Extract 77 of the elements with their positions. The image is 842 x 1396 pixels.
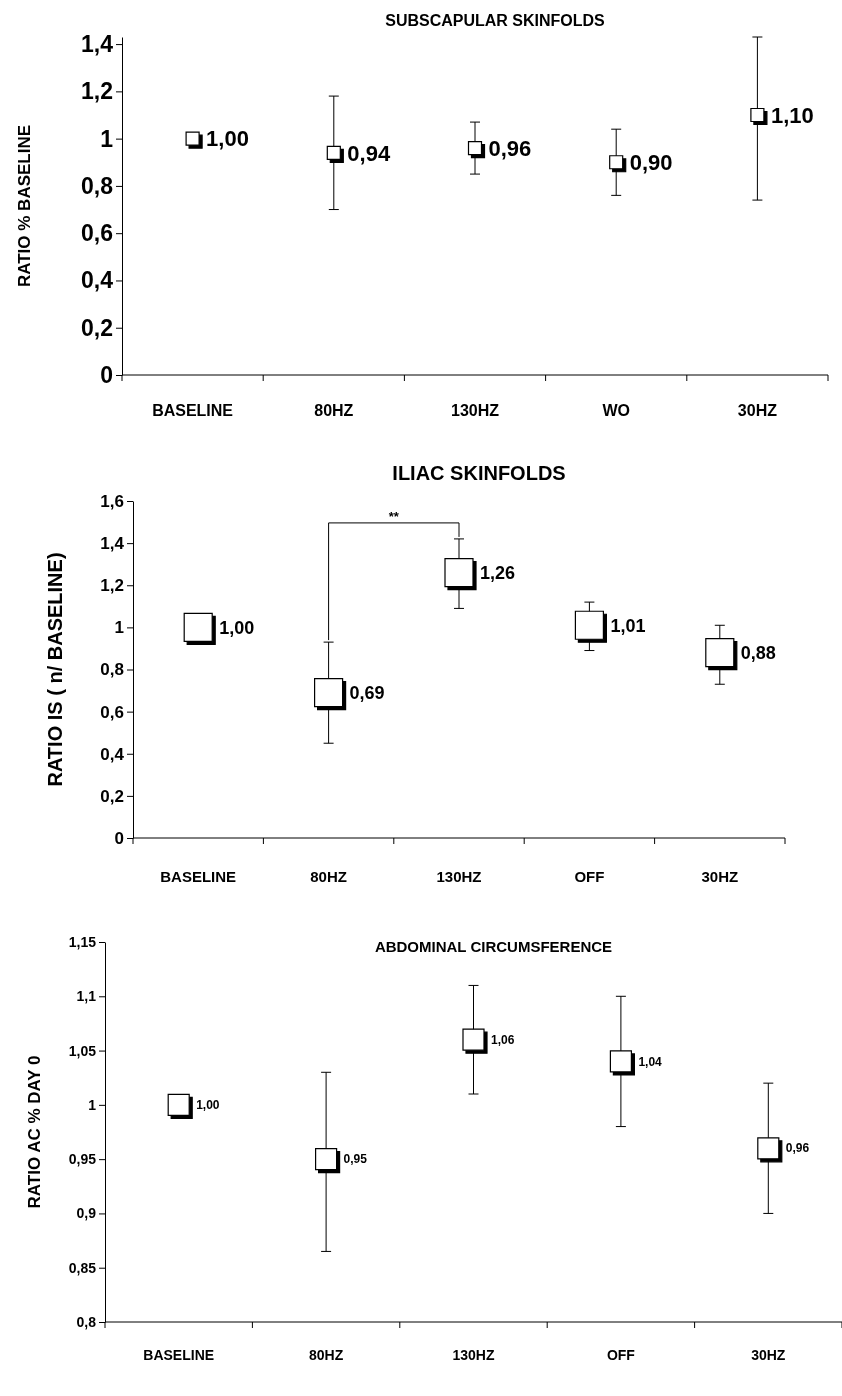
x-tick-label: WO (602, 402, 630, 419)
y-tick-label: 0,6 (81, 220, 113, 247)
data-label: 0,96 (785, 1141, 810, 1156)
point (185, 131, 200, 146)
point (757, 1137, 780, 1160)
x-tick-label: 30HZ (701, 868, 739, 885)
data-label: 0,69 (349, 682, 385, 703)
y-tick-label: 0,2 (81, 314, 113, 341)
x-tick-label: BASELINE (152, 402, 234, 419)
y-tick-label: 1 (114, 618, 124, 638)
x-tick-label: 80HZ (310, 868, 347, 885)
point (705, 638, 735, 668)
y-tick-label: 0 (114, 828, 124, 848)
y-axis-title: RATIO IS ( n/ BASELINE) (44, 552, 66, 787)
data-label: 1,00 (219, 617, 255, 638)
y-tick-label: 1 (100, 125, 114, 152)
data-label: 0,94 (347, 140, 391, 166)
x-tick-label: 130HZ (450, 402, 500, 419)
y-tick-label: 1,05 (68, 1042, 97, 1059)
y-tick-label: 0,4 (100, 744, 125, 764)
y-tick-label: 1,1 (76, 988, 97, 1005)
data-label: 0,88 (740, 642, 776, 663)
y-tick-label: 0,6 (100, 702, 124, 722)
point (467, 140, 483, 156)
data-label: 1,00 (206, 126, 249, 152)
x-tick-label: 130HZ (452, 1347, 495, 1363)
y-tick-label: 1 (88, 1096, 97, 1113)
x-tick-label: 130HZ (436, 868, 482, 885)
y-tick-label: 0 (100, 361, 113, 388)
point (314, 678, 344, 708)
x-tick-label: 80HZ (308, 1347, 344, 1363)
point (444, 558, 474, 588)
point (574, 610, 604, 640)
y-tick-label: 0,4 (81, 267, 114, 294)
y-tick-label: 0,95 (68, 1151, 97, 1168)
y-tick-label: 0,8 (81, 172, 114, 199)
x-tick-label: OFF (574, 868, 605, 885)
data-label: 0,90 (629, 149, 673, 175)
chart-title: ABDOMINAL CIRCUMSFERENCE (374, 938, 613, 955)
point (609, 1050, 632, 1073)
y-tick-label: 1,15 (68, 933, 97, 950)
point (315, 1148, 338, 1171)
data-label: 1,01 (610, 615, 646, 636)
y-tick-label: 1,4 (100, 534, 125, 554)
y-tick-label: 1,6 (100, 491, 124, 511)
chart-title: SUBSCAPULAR SKINFOLDS (385, 12, 606, 29)
point (462, 1028, 485, 1051)
x-tick-label: 30HZ (751, 1347, 786, 1363)
data-label: 0,95 (343, 1152, 368, 1167)
annotation: ** (388, 508, 400, 524)
point (326, 145, 341, 160)
data-label: 1,06 (491, 1032, 515, 1047)
x-tick-label: 30HZ (737, 402, 778, 419)
y-tick-label: 1,2 (100, 576, 124, 596)
data-label: 1,10 (770, 102, 814, 128)
chart-title: ILIAC SKINFOLDS (392, 462, 566, 484)
y-axis-title: RATIO AC % DAY 0 (25, 1055, 44, 1209)
point (609, 155, 624, 170)
y-tick-label: 0,9 (76, 1205, 97, 1222)
point (183, 612, 213, 642)
y-tick-label: 0,2 (100, 786, 124, 806)
y-tick-label: 0,85 (68, 1259, 97, 1276)
y-axis-title: RATIO % BASELINE (15, 124, 34, 288)
data-label: 1,04 (638, 1054, 663, 1069)
y-tick-label: 1,2 (81, 78, 113, 105)
data-label: 0,96 (488, 135, 532, 161)
x-tick-label: 80HZ (314, 402, 354, 419)
y-tick-label: 0,8 (100, 660, 124, 680)
x-tick-label: BASELINE (143, 1347, 215, 1363)
y-tick-label: 0,8 (76, 1313, 97, 1330)
x-tick-label: OFF (606, 1347, 636, 1363)
data-label: 1,26 (480, 562, 516, 583)
point (750, 107, 765, 123)
y-tick-label: 1,4 (81, 30, 114, 57)
x-tick-label: BASELINE (160, 868, 237, 885)
data-label: 1,00 (196, 1098, 220, 1113)
point (167, 1093, 190, 1116)
